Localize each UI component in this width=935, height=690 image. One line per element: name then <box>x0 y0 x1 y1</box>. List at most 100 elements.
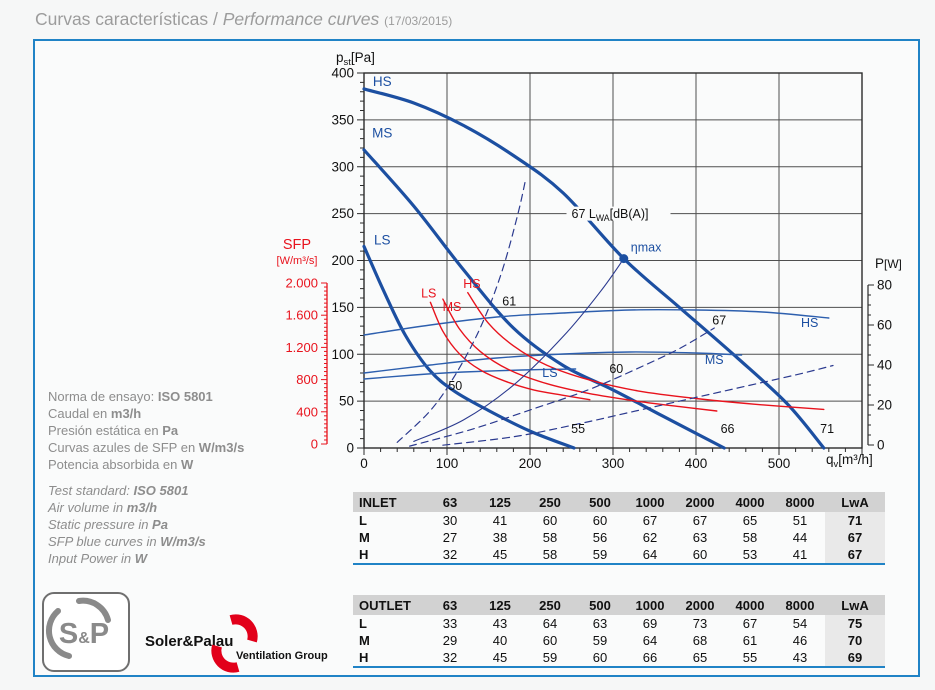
info-text: m3/h <box>126 500 158 515</box>
inlet-table-value-cell: 60 <box>592 513 608 528</box>
swoosh-arc-bottom <box>211 644 240 673</box>
brand-group: Ventilation Group <box>236 650 328 662</box>
outlet-table-header-row: OUTLET 63 125 250 500 1000 2000 4000 8000 LwA <box>353 595 885 615</box>
outlet-table-value-cell: 60 <box>542 633 558 648</box>
info-spanish-line: Curvas azules de SFP en W/m3/s <box>48 439 244 456</box>
noise-level-label: 50 <box>448 379 462 393</box>
inlet-table-value-cell: 64 <box>642 547 658 562</box>
curve-sfp-LS <box>429 301 591 401</box>
inlet-table-header-cell: 2000 <box>675 492 725 512</box>
lwa-units-label-base: L <box>589 207 596 221</box>
y-tick-label: 400 <box>331 66 354 81</box>
curve-efficiency-line <box>413 258 625 442</box>
inlet-table-value-cell: 60 <box>692 547 708 562</box>
sfp-tick-label: 1.600 <box>285 308 318 323</box>
outlet-table-value-cell: 66 <box>642 650 658 665</box>
info-text: ISO 5801 <box>157 389 213 404</box>
inlet-table-value-cell: 60 <box>542 513 558 528</box>
inlet-table-value-cell: 63 <box>692 530 708 545</box>
outlet-table-value-cell: 69 <box>642 616 658 631</box>
x-tick-label: 300 <box>602 456 625 471</box>
inlet-table-value-cell: 58 <box>542 530 558 545</box>
inlet-table-value-cell: 65 <box>742 513 758 528</box>
brand-name: Soler&Palau <box>145 633 234 650</box>
info-text: ISO 5801 <box>133 483 189 498</box>
inlet-table-value-cell: 27 <box>442 530 458 545</box>
outlet-table-value-cell: 33 <box>442 616 458 631</box>
noise-level-label: 61 <box>502 295 516 309</box>
inlet-table-value-cell: 56 <box>592 530 608 545</box>
inlet-table-header-cell: 250 <box>525 492 575 512</box>
info-text: Air volume in <box>48 500 127 515</box>
outlet-table-speed-cell: M <box>359 633 370 648</box>
outlet-table-value-cell: 68 <box>692 633 708 648</box>
outlet-table-row: L 33 43 64 63 69 73 67 54 75 <box>353 615 885 632</box>
inlet-table-header-cell: 8000 <box>775 492 825 512</box>
logo-text: S&P <box>59 618 109 650</box>
outlet-table-value-cell: 63 <box>592 616 608 631</box>
x-tick-label: 0 <box>360 456 368 471</box>
p-axis-title: P[W] <box>875 256 902 271</box>
outlet-table-value-cell: 75 <box>825 615 885 632</box>
noise-level-label: 66 <box>721 422 735 436</box>
swoosh-arc-top <box>229 614 258 643</box>
p-axis-title-unit: [W] <box>884 257 902 271</box>
inlet-table-value-cell: 32 <box>442 547 458 562</box>
curve-label-pressure-LS: LS <box>374 233 391 248</box>
info-english-line: Static pressure in Pa <box>48 516 206 533</box>
outlet-table-value-cell: 40 <box>492 633 508 648</box>
curve-noise-c <box>442 364 834 446</box>
outlet-table-value-cell: 64 <box>542 616 558 631</box>
outlet-table-value-cell: 43 <box>492 616 508 631</box>
info-text: Pa <box>162 423 179 438</box>
curve-noise-b <box>409 327 715 447</box>
curve-label-pressure-HS: HS <box>373 74 392 89</box>
p-tick-label: 20 <box>877 398 892 413</box>
content-frame <box>33 39 920 677</box>
inlet-table-value-cell: 58 <box>542 547 558 562</box>
sfp-axis-unit: [W/m³/s] <box>277 255 318 267</box>
p-axis-title-base: P <box>875 256 884 271</box>
outlet-table-header-cell: 4000 <box>725 595 775 615</box>
p-tick-label: 0 <box>877 438 885 453</box>
sfp-tick-label: 800 <box>296 372 318 387</box>
info-text: Static pressure in <box>48 517 153 532</box>
sp-logo-mark: S&P <box>46 597 111 659</box>
curve-power-MS <box>363 351 743 374</box>
curve-noise-a <box>396 177 527 443</box>
title-english: Performance curves <box>222 9 380 29</box>
pst-axis-title-base: p <box>336 50 344 65</box>
pst-axis-title-sub: st <box>344 57 352 68</box>
info-text: SFP blue curves in <box>48 534 161 549</box>
outlet-table-value-cell: 73 <box>692 616 708 631</box>
curve-label-sfp-HS: HS <box>463 277 480 291</box>
curve-pressure-MS <box>362 148 726 450</box>
inlet-table-header-cell: 63 <box>425 492 475 512</box>
info-text: W <box>134 551 147 566</box>
info-text: Test standard: <box>48 483 134 498</box>
sp-logo: S&P <box>42 592 130 672</box>
curve-label-pressure-MS: MS <box>372 126 392 141</box>
qv-axis-title-sub: v <box>834 459 839 470</box>
y-tick-label: 250 <box>331 206 354 221</box>
inlet-table-header-row: INLET 63 125 250 500 1000 2000 4000 8000 LwA <box>353 492 885 512</box>
info-spanish-line: Potencia absorbida en W <box>48 456 244 473</box>
outlet-table-speed-cell: L <box>359 616 367 631</box>
outlet-table-value-cell: 61 <box>742 633 758 648</box>
eta-max-label: ηmax <box>631 241 662 255</box>
lwa-units-label-sub: WA <box>596 213 610 223</box>
outlet-table-value-cell: 64 <box>642 633 658 648</box>
info-text: Pa <box>152 517 168 532</box>
curve-label-sfp-LS: LS <box>421 286 436 300</box>
curve-pressure-LS <box>362 244 576 450</box>
inlet-table-speed-cell: H <box>359 547 369 562</box>
inlet-noise-table: INLET 63 125 250 500 1000 2000 4000 8000 LwA L 30 41… <box>353 492 885 565</box>
inlet-table-header-cell: LwA <box>825 492 885 512</box>
info-spanish: Norma de ensayo: ISO 5801 Caudal en m3/h P… <box>48 388 244 473</box>
inlet-table-value-cell: 51 <box>792 513 808 528</box>
curve-label-sfp-MS: MS <box>443 300 462 314</box>
lwa-units-label-unit: [dB(A)] <box>610 207 649 221</box>
lwa-label-mask <box>566 206 671 221</box>
y-tick-label: 100 <box>331 347 354 362</box>
outlet-table-header-cell: 1000 <box>625 595 675 615</box>
